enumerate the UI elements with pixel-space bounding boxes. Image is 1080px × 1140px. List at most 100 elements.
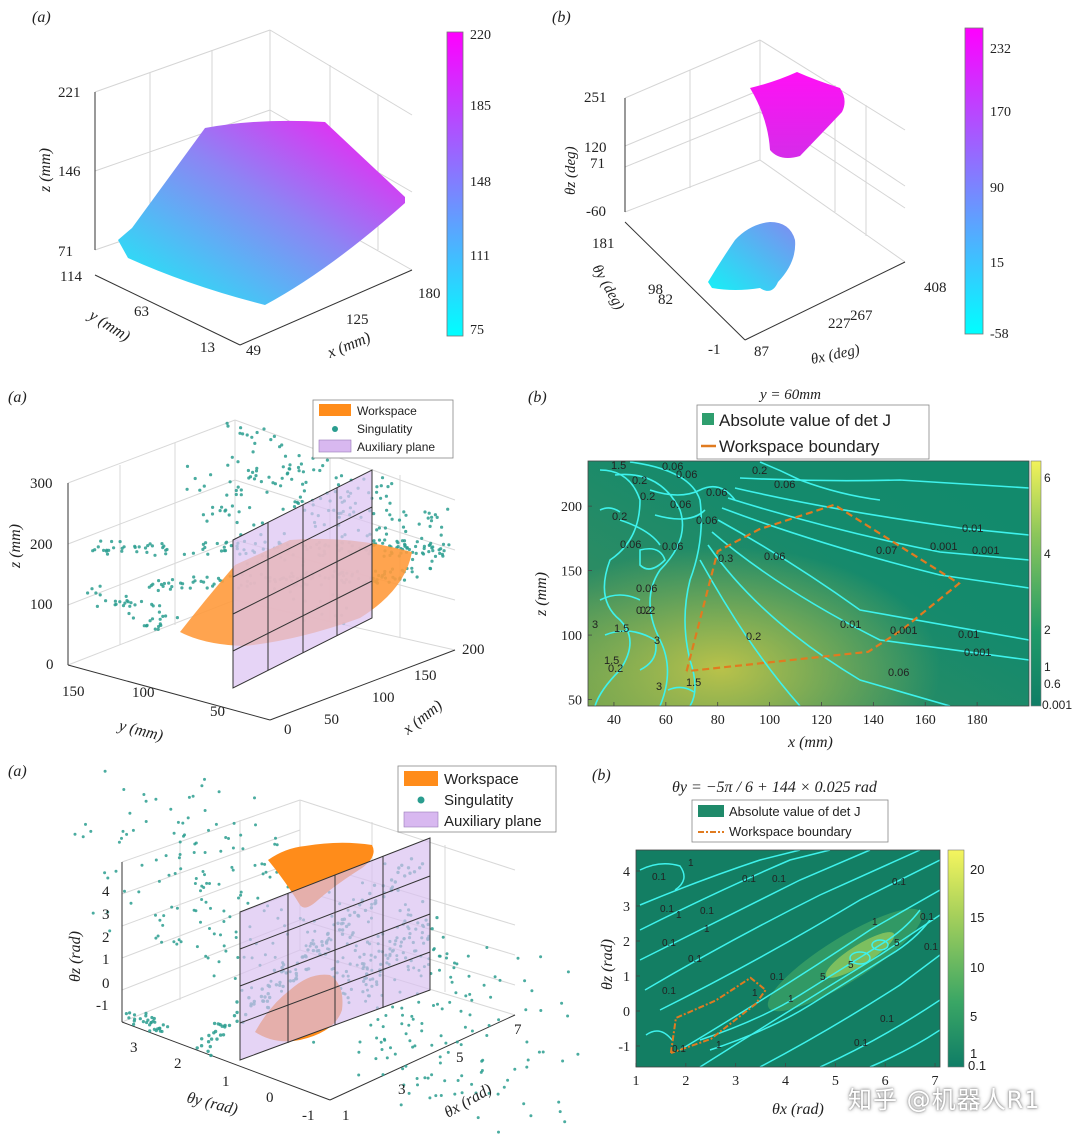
panel-6-clabel-16: 5 xyxy=(848,960,854,971)
panel-3-point-158 xyxy=(254,474,258,478)
panel-3-point-214 xyxy=(191,551,195,555)
panel-3-point-426 xyxy=(175,616,179,620)
panel-5-point-187 xyxy=(224,836,228,839)
panel-3-point-168 xyxy=(336,483,341,487)
panel-5-point-307 xyxy=(227,837,230,840)
panel-5-point-297 xyxy=(393,1052,397,1056)
panel-3-auxiliary-plane xyxy=(232,469,373,689)
panel-6-ytick-1: 0 xyxy=(623,1005,630,1020)
panel-3-point-261 xyxy=(107,548,111,553)
panel-5-point-590 xyxy=(138,1017,142,1021)
panel-5-point-265 xyxy=(108,929,112,933)
panel-4-xtick-4: 120 xyxy=(811,713,832,728)
panel-2-xlabel: θx (deg) xyxy=(810,342,862,368)
panel-5-point-12 xyxy=(489,995,493,999)
panel-6-clabel-19: 0.1 xyxy=(920,912,934,923)
panel-5-point-326 xyxy=(172,831,176,835)
panel-3-point-431 xyxy=(90,587,94,591)
panel-5-point-293 xyxy=(561,1059,565,1063)
panel-3-point-79 xyxy=(246,468,250,473)
panel-5-point-274 xyxy=(253,796,256,800)
panel-5-point-74 xyxy=(481,1058,485,1062)
panel-5-point-88 xyxy=(445,956,448,960)
panel-3-point-109 xyxy=(262,427,266,431)
panel-5-point-315 xyxy=(158,918,162,922)
panel-3-point-427 xyxy=(98,593,102,597)
panel-5-point-52 xyxy=(455,1040,459,1044)
panel-5-point-263 xyxy=(522,1102,526,1106)
panel-5-point-23 xyxy=(485,1034,489,1037)
panel-5-point-276 xyxy=(440,1007,444,1011)
panel-3-point-272 xyxy=(160,542,164,546)
panel-5-point-342 xyxy=(164,854,168,858)
panel-5-point-384 xyxy=(207,1033,211,1038)
panel-3-ztick-3: 300 xyxy=(30,476,53,492)
panel-5-ztick-4: 3 xyxy=(102,907,110,923)
panel-5-point-65 xyxy=(375,1036,379,1040)
panel-5-point-608 xyxy=(158,1029,162,1033)
panel-3-xtick-3: 200 xyxy=(462,642,485,658)
panel-4-clabel-16: 1.5 xyxy=(614,623,629,635)
panel-5-point-34 xyxy=(524,1008,528,1012)
panel-5-point-155 xyxy=(106,876,110,880)
panel-3-point-276 xyxy=(428,543,432,547)
panel-5-point-129 xyxy=(401,1013,404,1017)
panel-3-point-183 xyxy=(206,552,210,556)
panel-5-point-194 xyxy=(476,1116,480,1120)
panel-5-point-118 xyxy=(137,890,141,894)
panel-3-point-117 xyxy=(375,490,379,494)
panel-3-point-286 xyxy=(148,542,152,546)
panel-5-point-362 xyxy=(209,906,212,910)
panel-3-point-206 xyxy=(110,539,114,544)
panel-3-point-165 xyxy=(290,477,294,481)
panel-4-cbtick-5: 6 xyxy=(1044,471,1051,485)
panel-4-xtick-1: 60 xyxy=(659,713,673,728)
panel-4-clabel-4: 0.2 xyxy=(752,465,767,477)
panel-3-point-449 xyxy=(124,594,128,599)
panel-1-ztick-0: 71 xyxy=(58,244,73,260)
panel-3-point-429 xyxy=(157,610,161,614)
panel-3-point-379 xyxy=(180,586,184,590)
panel-3-point-19 xyxy=(286,471,290,475)
panel-3-point-455 xyxy=(252,523,256,527)
panel-5-point-70 xyxy=(516,956,520,960)
panel-2-cbtick-4: 232 xyxy=(990,42,1011,57)
panel-2-xtick-2: 267 xyxy=(850,308,873,324)
panel-5-point-130 xyxy=(467,974,471,978)
panel-4-ylabel: z (mm) xyxy=(533,572,550,617)
panel-5-point-617 xyxy=(144,1011,148,1016)
panel-3-point-439 xyxy=(161,614,165,619)
panel-2-ytick-3: 181 xyxy=(592,236,615,252)
panel-5-point-304 xyxy=(432,948,435,952)
panel-5-point-472 xyxy=(235,1000,239,1004)
panel-4-clabel-6: 0.06 xyxy=(774,479,795,491)
panel-6-contour-theta: (b) θy = −5π / 6 + 144 × 0.025 rad Absol… xyxy=(592,767,986,1118)
panel-3-point-235 xyxy=(120,546,124,551)
panel-5-point-203 xyxy=(234,930,238,934)
panel-2-cbtick-3: 170 xyxy=(990,105,1011,120)
panel-3-point-410 xyxy=(128,604,132,608)
panel-5-point-578 xyxy=(435,916,439,920)
panel-5-point-46 xyxy=(384,1014,388,1017)
panel-6-xticks: 1 2 3 4 5 6 7 xyxy=(633,1063,939,1089)
panel-6-cbtick-3: 10 xyxy=(970,960,984,975)
panel-5-label: (a) xyxy=(8,763,27,780)
panel-5-point-368 xyxy=(222,920,226,923)
panel-3-point-421 xyxy=(164,614,168,618)
panel-5-point-347 xyxy=(179,867,183,871)
panel-5-point-64 xyxy=(479,1070,483,1074)
panel-3-ztick-1: 100 xyxy=(30,597,53,613)
panel-4-clabel-9: 0.2 xyxy=(612,511,627,523)
panel-5-point-188 xyxy=(502,1085,506,1089)
panel-3-xtick-1: 100 xyxy=(372,690,395,706)
panel-1-surface xyxy=(118,120,405,305)
panel-5-point-177 xyxy=(81,835,85,839)
panel-3-point-448 xyxy=(121,604,126,608)
panel-6-clabel-5: 0.1 xyxy=(742,874,756,885)
panel-5-point-394 xyxy=(209,1037,214,1041)
panel-3-point-417 xyxy=(139,599,144,604)
panel-1-ytick-2: 114 xyxy=(60,269,82,285)
panel-3-point-46 xyxy=(272,434,276,438)
panel-5-point-373 xyxy=(537,1050,541,1054)
